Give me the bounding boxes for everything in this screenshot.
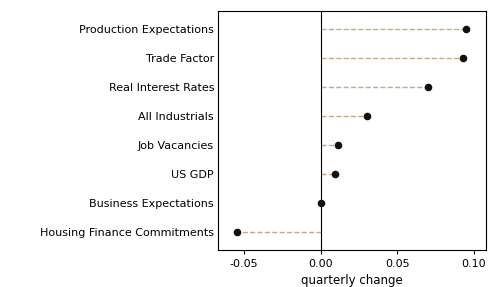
Point xyxy=(331,172,339,177)
Point xyxy=(462,27,470,31)
Point xyxy=(459,56,467,60)
Point xyxy=(363,114,371,118)
X-axis label: quarterly change: quarterly change xyxy=(301,274,403,287)
Point xyxy=(424,85,432,89)
Point xyxy=(317,201,325,205)
Point xyxy=(233,230,241,234)
Point xyxy=(334,143,342,148)
